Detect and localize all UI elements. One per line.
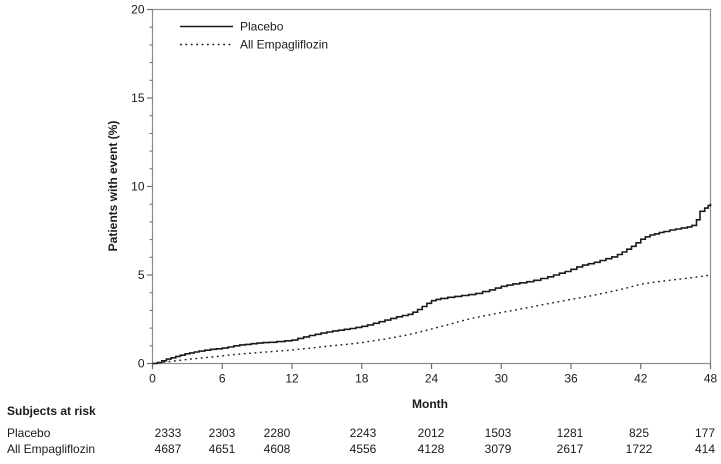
x-tick-label: 48 — [704, 372, 718, 386]
y-tick-label: 15 — [131, 91, 145, 105]
at-risk-value: 3079 — [485, 442, 512, 456]
y-axis-label: Patients with event (%) — [106, 121, 120, 252]
x-tick-label: 36 — [564, 372, 578, 386]
legend-label-empagliflozin: All Empagliflozin — [240, 38, 328, 52]
curves-layer — [152, 203, 712, 365]
curve-all-empagliflozin — [152, 274, 711, 365]
at-risk-value: 1722 — [626, 442, 653, 456]
plot-frame — [151, 8, 712, 365]
at-risk-value: 414 — [695, 442, 715, 456]
at-risk-row-label-placebo: Placebo — [7, 426, 51, 440]
at-risk-value: 177 — [695, 426, 715, 440]
x-tick-label: 18 — [355, 372, 369, 386]
at-risk-value: 2617 — [557, 442, 584, 456]
x-tick-label: 12 — [285, 372, 299, 386]
x-tick-label: 0 — [149, 372, 156, 386]
at-risk-value: 4651 — [209, 442, 236, 456]
x-tick-label: 6 — [219, 372, 226, 386]
at-risk-title: Subjects at risk — [7, 404, 96, 418]
y-tick-label: 20 — [131, 3, 145, 17]
x-tick-label: 24 — [425, 372, 439, 386]
at-risk-value: 1281 — [557, 426, 584, 440]
at-risk-values: 2333 2303 2280 2243 2012 1503 1281 825 177 4687 46… — [155, 426, 716, 456]
y-tick-label: 10 — [131, 180, 145, 194]
at-risk-value: 825 — [629, 426, 649, 440]
at-risk-row-label-empagliflozin: All Empagliflozin — [7, 442, 95, 456]
y-tick-label: 0 — [138, 357, 145, 371]
at-risk-value: 2280 — [264, 426, 291, 440]
at-risk-value: 2012 — [418, 426, 445, 440]
at-risk-value: 4608 — [264, 442, 291, 456]
x-tick-label: 30 — [495, 372, 509, 386]
axes-layer: 0 5 10 15 20 0 6 12 18 24 30 36 42 48 — [131, 3, 717, 386]
x-tick-label: 42 — [634, 372, 648, 386]
at-risk-value: 2303 — [209, 426, 236, 440]
at-risk-value: 2333 — [155, 426, 182, 440]
x-axis-label: Month — [412, 397, 448, 411]
legend: Placebo All Empagliflozin — [180, 20, 328, 52]
y-tick-label: 5 — [138, 268, 145, 282]
subjects-at-risk-table: Subjects at risk Placebo All Empaglifloz… — [7, 404, 715, 456]
at-risk-value: 4128 — [418, 442, 445, 456]
curve-placebo — [152, 203, 712, 365]
at-risk-value: 2243 — [350, 426, 377, 440]
at-risk-value: 4687 — [155, 442, 182, 456]
at-risk-value: 4556 — [350, 442, 377, 456]
at-risk-value: 1503 — [485, 426, 512, 440]
legend-label-placebo: Placebo — [240, 20, 284, 34]
